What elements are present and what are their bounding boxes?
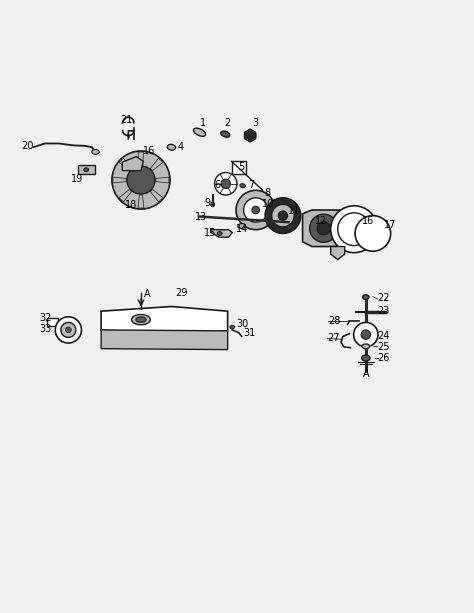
Polygon shape [47, 318, 58, 326]
Ellipse shape [132, 314, 150, 325]
Circle shape [112, 151, 170, 209]
Text: 28: 28 [328, 316, 340, 326]
Text: 3: 3 [253, 118, 259, 128]
Circle shape [361, 330, 371, 339]
Text: 1: 1 [200, 118, 206, 128]
Ellipse shape [136, 317, 146, 322]
Text: 27: 27 [328, 333, 340, 343]
Polygon shape [302, 210, 345, 246]
Text: 6: 6 [215, 180, 220, 189]
Text: 9: 9 [204, 197, 210, 208]
Text: 7: 7 [248, 180, 255, 189]
Polygon shape [156, 177, 169, 183]
Circle shape [310, 214, 337, 242]
Text: 32: 32 [39, 313, 52, 322]
Circle shape [127, 166, 155, 194]
Text: 20: 20 [21, 141, 34, 151]
Ellipse shape [92, 150, 99, 154]
Polygon shape [150, 189, 163, 202]
Circle shape [317, 222, 330, 235]
Text: 31: 31 [244, 328, 256, 338]
Ellipse shape [362, 344, 370, 349]
Polygon shape [138, 195, 144, 208]
Ellipse shape [193, 128, 206, 136]
Text: 5: 5 [238, 162, 245, 172]
Circle shape [221, 179, 230, 188]
Text: 29: 29 [175, 288, 188, 299]
Text: 30: 30 [236, 319, 248, 329]
Text: 8: 8 [264, 188, 270, 198]
Ellipse shape [362, 355, 370, 361]
Polygon shape [122, 156, 143, 170]
Ellipse shape [142, 158, 147, 161]
Ellipse shape [238, 224, 246, 228]
Text: 19: 19 [71, 174, 83, 184]
Text: 10: 10 [262, 199, 274, 210]
Text: 4: 4 [177, 142, 183, 152]
Circle shape [278, 211, 288, 220]
Text: 26: 26 [377, 353, 390, 363]
Text: A: A [144, 289, 151, 299]
Ellipse shape [217, 232, 222, 235]
Circle shape [215, 172, 237, 195]
Circle shape [55, 317, 82, 343]
Circle shape [236, 190, 275, 230]
Text: 24: 24 [377, 330, 390, 341]
Text: 13: 13 [195, 213, 207, 223]
Text: 33: 33 [39, 324, 52, 333]
Circle shape [252, 206, 259, 214]
Text: 12: 12 [315, 216, 328, 226]
Text: 17: 17 [384, 220, 396, 230]
Ellipse shape [245, 131, 256, 140]
Text: A: A [363, 369, 369, 379]
Ellipse shape [211, 202, 215, 207]
Ellipse shape [221, 131, 230, 137]
Circle shape [61, 322, 76, 337]
Circle shape [65, 327, 71, 333]
Polygon shape [331, 246, 345, 260]
Text: 25: 25 [377, 342, 390, 352]
Polygon shape [101, 330, 228, 349]
Polygon shape [113, 177, 126, 183]
Circle shape [355, 216, 391, 251]
Text: 2: 2 [225, 118, 231, 128]
Circle shape [272, 204, 294, 227]
Ellipse shape [240, 184, 246, 188]
Ellipse shape [84, 168, 89, 172]
Polygon shape [150, 158, 163, 170]
Ellipse shape [167, 145, 175, 150]
Text: 23: 23 [377, 306, 390, 316]
Text: 18: 18 [125, 200, 137, 210]
Text: 21: 21 [120, 115, 133, 125]
Circle shape [331, 206, 377, 253]
Circle shape [265, 198, 301, 234]
Text: 14: 14 [236, 224, 248, 234]
Ellipse shape [363, 295, 369, 300]
Text: 15: 15 [204, 229, 217, 238]
Polygon shape [245, 129, 256, 142]
Bar [232, 161, 246, 175]
Text: 11: 11 [288, 206, 300, 216]
Text: 22: 22 [377, 293, 390, 303]
Text: 16: 16 [362, 216, 374, 226]
Ellipse shape [230, 326, 235, 329]
Polygon shape [101, 306, 228, 335]
Polygon shape [78, 165, 95, 175]
Circle shape [354, 322, 378, 347]
Polygon shape [119, 158, 132, 170]
Circle shape [244, 198, 268, 222]
Circle shape [337, 213, 371, 246]
Text: 16: 16 [143, 146, 155, 156]
Polygon shape [119, 189, 132, 202]
Polygon shape [138, 152, 144, 165]
Polygon shape [211, 230, 232, 237]
